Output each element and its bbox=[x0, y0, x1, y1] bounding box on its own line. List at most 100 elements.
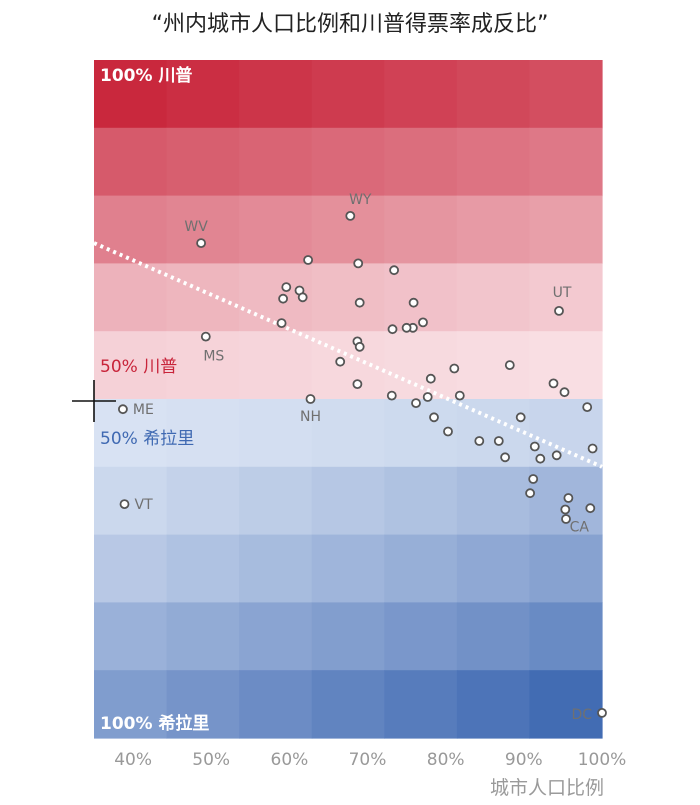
data-point bbox=[418, 317, 428, 328]
data-point bbox=[335, 356, 346, 367]
band-label-100-trump: 100% 川普 bbox=[100, 65, 192, 86]
grid-cell bbox=[384, 602, 458, 671]
grid-cell bbox=[239, 60, 313, 129]
data-point bbox=[454, 390, 465, 401]
grid-cell bbox=[384, 60, 458, 129]
data-point bbox=[493, 436, 504, 446]
grid-cell bbox=[239, 534, 313, 603]
grid-cell bbox=[456, 263, 531, 332]
data-point bbox=[425, 373, 436, 384]
data-point bbox=[276, 318, 287, 329]
grid-cell bbox=[456, 399, 531, 468]
data-point bbox=[411, 398, 421, 409]
data-point bbox=[528, 474, 539, 484]
grid-cell bbox=[311, 466, 385, 536]
grid-cell bbox=[384, 195, 458, 264]
data-point-ms bbox=[200, 331, 211, 342]
grid-cell bbox=[94, 670, 168, 739]
grid-cell bbox=[311, 127, 385, 197]
state-label-vt: VT bbox=[135, 497, 154, 513]
grid-cell bbox=[239, 670, 313, 739]
grid-cell bbox=[384, 534, 458, 603]
grid-cell bbox=[166, 534, 240, 603]
chart-title: “州内城市人口比例和川普得票率成反比” bbox=[151, 12, 549, 37]
grid-cell bbox=[239, 399, 313, 468]
data-point-dc bbox=[597, 708, 607, 718]
data-point bbox=[386, 390, 397, 401]
data-point-wy bbox=[345, 210, 356, 221]
data-point bbox=[474, 436, 485, 446]
data-point-ca bbox=[560, 504, 571, 515]
grid-cell bbox=[166, 60, 240, 129]
data-point bbox=[535, 453, 546, 464]
data-point-me bbox=[118, 404, 128, 415]
grid-cell bbox=[94, 399, 168, 468]
grid-cell bbox=[311, 534, 385, 603]
grid-cell bbox=[311, 670, 385, 739]
band-label-50-clinton: 50% 希拉里 bbox=[100, 429, 194, 449]
data-point bbox=[422, 392, 433, 402]
grid-cell bbox=[166, 670, 240, 739]
x-tick-label: 100% bbox=[578, 750, 627, 770]
grid-cell bbox=[529, 60, 603, 129]
data-point bbox=[354, 297, 365, 308]
grid-cell bbox=[529, 534, 603, 603]
state-label-dc: DC bbox=[571, 707, 592, 723]
background-grid bbox=[94, 60, 603, 739]
grid-cell bbox=[384, 670, 458, 739]
data-point bbox=[515, 412, 526, 423]
data-point bbox=[525, 488, 535, 499]
grid-cell bbox=[94, 331, 168, 400]
grid-cell bbox=[311, 331, 385, 400]
grid-cell bbox=[166, 466, 240, 536]
data-point bbox=[281, 282, 292, 293]
grid-cell bbox=[311, 195, 385, 264]
crosshair-cursor-icon bbox=[72, 380, 116, 422]
grid-cell bbox=[94, 60, 168, 129]
x-tick-label: 60% bbox=[271, 750, 309, 770]
x-tick-label: 70% bbox=[349, 750, 387, 770]
data-point bbox=[563, 493, 574, 503]
grid-cell bbox=[311, 602, 385, 671]
band-label-100-clinton: 100% 希拉里 bbox=[100, 713, 209, 734]
grid-cell bbox=[311, 60, 385, 129]
grid-cell bbox=[166, 602, 240, 671]
data-point bbox=[529, 441, 540, 452]
data-point bbox=[582, 402, 593, 413]
data-point bbox=[354, 341, 365, 352]
data-point bbox=[389, 265, 400, 276]
grid-cell bbox=[456, 670, 531, 739]
grid-cell bbox=[456, 127, 531, 197]
x-tick-label: 90% bbox=[505, 750, 543, 770]
state-label-ms: MS bbox=[203, 349, 224, 365]
grid-cell bbox=[94, 195, 168, 264]
data-point bbox=[585, 503, 596, 514]
grid-cell bbox=[166, 127, 240, 197]
grid-cell bbox=[166, 263, 240, 332]
data-point bbox=[449, 363, 460, 374]
state-label-me: ME bbox=[133, 402, 154, 418]
grid-cell bbox=[456, 602, 531, 671]
data-point bbox=[429, 412, 439, 423]
grid-cell bbox=[456, 466, 531, 536]
grid-cell bbox=[311, 263, 385, 332]
grid-cell bbox=[311, 399, 385, 468]
data-point bbox=[297, 292, 308, 303]
data-point-wv bbox=[196, 238, 207, 249]
data-point bbox=[561, 514, 571, 524]
grid-cell bbox=[94, 466, 168, 536]
grid-cell bbox=[239, 127, 313, 197]
grid-cell bbox=[529, 670, 603, 739]
band-label-50-trump: 50% 川普 bbox=[100, 357, 177, 377]
x-axis-label: 城市人口比例 bbox=[490, 777, 604, 799]
data-point-vt bbox=[119, 499, 130, 510]
data-point bbox=[500, 452, 511, 463]
grid-cell bbox=[456, 534, 531, 603]
grid-cell bbox=[456, 60, 531, 129]
data-point bbox=[443, 426, 453, 437]
grid-cell bbox=[94, 127, 168, 197]
grid-cell bbox=[239, 195, 313, 264]
grid-cell bbox=[529, 263, 603, 332]
grid-cell bbox=[239, 331, 313, 400]
